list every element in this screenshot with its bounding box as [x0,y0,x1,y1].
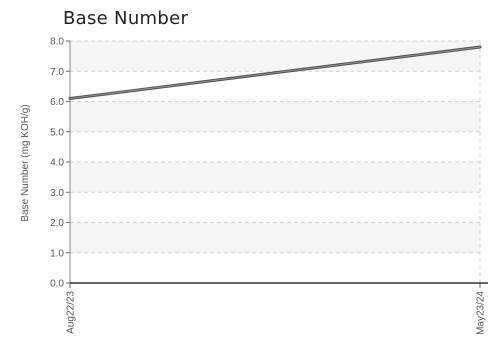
y-tick-labels: 0.0 1.0 2.0 3.0 4.0 5.0 6.0 7.0 8.0 [50,37,64,290]
x-tick-label: May23/24 [476,291,487,335]
y-tick-label: 6.0 [50,97,64,108]
y-tick-label: 4.0 [50,158,64,169]
axes [66,40,488,288]
series-line-highlight [69,46,481,99]
alternating-bands [70,41,480,253]
x-tick-labels: Aug22/23 May23/24 [66,291,487,335]
x-tick-label: Aug22/23 [66,291,77,334]
y-tick-label: 2.0 [50,218,64,229]
y-tick-label: 7.0 [50,67,64,78]
y-tick-label: 8.0 [50,37,64,48]
grid-band [70,162,480,193]
y-tick-label: 1.0 [50,248,64,259]
series-lines [68,45,482,100]
y-tick-label: 0.0 [50,279,64,290]
y-tick-label: 5.0 [50,127,64,138]
y-tick-label: 3.0 [50,188,64,199]
grid-band [70,222,480,253]
grid-band [70,101,480,132]
chart-title: Base Number [63,8,189,29]
y-axis-title: Base Number (mg KOH/g) [20,104,31,221]
